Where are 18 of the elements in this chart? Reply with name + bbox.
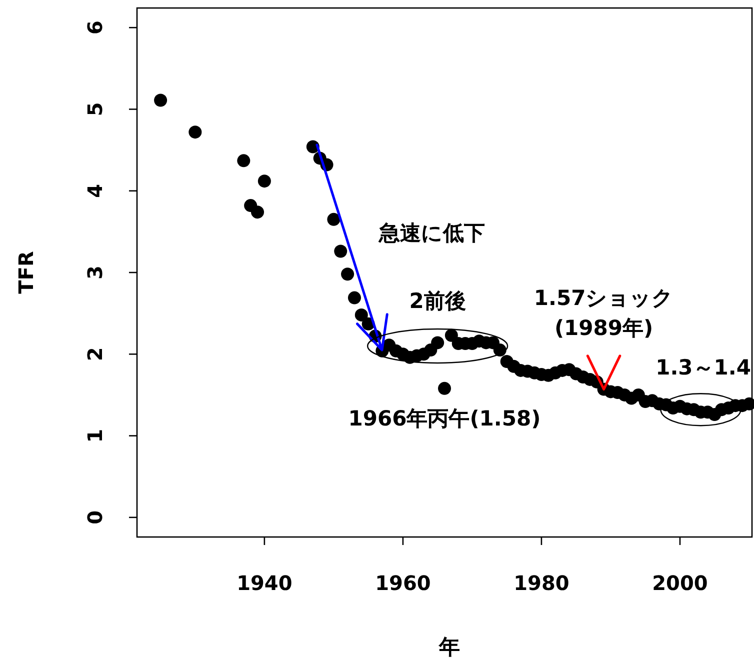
y-tick-label: 5 <box>83 102 107 116</box>
x-tick-label: 1940 <box>236 571 292 595</box>
y-axis-title: TFR <box>14 251 38 294</box>
y-tick-label: 1 <box>83 428 107 443</box>
annotation: 1966年丙午(1.58) <box>348 406 541 430</box>
annotation: 2前後 <box>409 288 466 313</box>
annotation: 1.3～1.4 <box>656 356 751 380</box>
y-tick-label: 4 <box>83 184 107 198</box>
x-tick-label: 1960 <box>375 571 431 595</box>
annotation: 1.57ショック (1989年) <box>534 286 674 340</box>
y-tick-label: 0 <box>83 510 107 524</box>
y-tick-label: 6 <box>83 20 107 35</box>
annotation: 急速に低下 <box>378 221 485 245</box>
y-tick-label: 2 <box>83 347 107 362</box>
y-tick-label: 3 <box>83 266 107 280</box>
x-tick-label: 1980 <box>514 571 570 595</box>
x-tick-label: 2000 <box>652 571 708 595</box>
x-axis-title: 年 <box>438 635 460 659</box>
